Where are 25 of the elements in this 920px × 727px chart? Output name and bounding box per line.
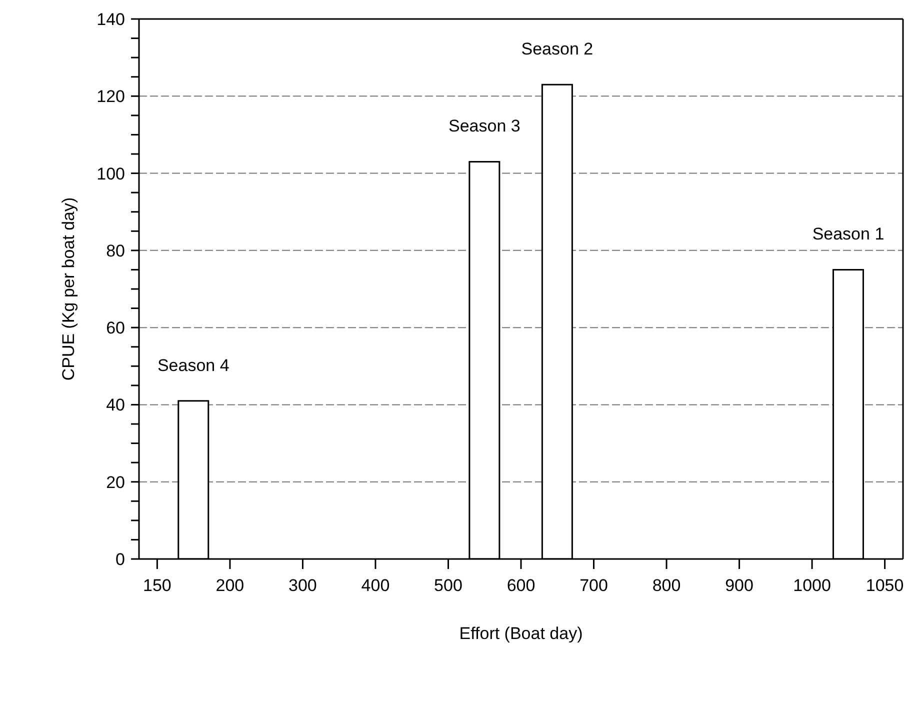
y-tick-label: 60 — [106, 318, 125, 338]
x-tick-label: 900 — [725, 576, 754, 595]
annotation: Season 1 — [812, 224, 884, 244]
x-tick-label: 400 — [361, 576, 390, 595]
x-tick-label: 1050 — [866, 576, 904, 595]
y-tick-label: 140 — [96, 10, 125, 29]
annotation: Season 2 — [521, 40, 594, 59]
y-tick-label: 120 — [96, 87, 125, 106]
x-tick-label: 800 — [652, 576, 681, 595]
annotation: Season 4 — [157, 356, 230, 375]
y-tick-label: 0 — [116, 550, 125, 569]
x-tick-label: 600 — [506, 576, 536, 595]
y-tick-label: 80 — [106, 241, 125, 260]
x-tick-label: 500 — [434, 576, 462, 595]
x-tick-label: 700 — [580, 576, 608, 595]
x-axis-title: Effort (Boat day) — [459, 624, 583, 643]
x-tick-label: 200 — [216, 576, 244, 595]
x-tick-label: 150 — [143, 576, 172, 595]
y-tick-label: 40 — [106, 396, 125, 415]
x-tick-label: 300 — [288, 576, 317, 595]
y-tick-label: 100 — [96, 164, 125, 184]
y-axis-title: CPUE (Kg per boat day) — [59, 197, 78, 381]
x-tick-label: 1000 — [793, 576, 831, 595]
annotation: Season 3 — [448, 116, 520, 136]
y-tick-label: 20 — [106, 472, 125, 492]
